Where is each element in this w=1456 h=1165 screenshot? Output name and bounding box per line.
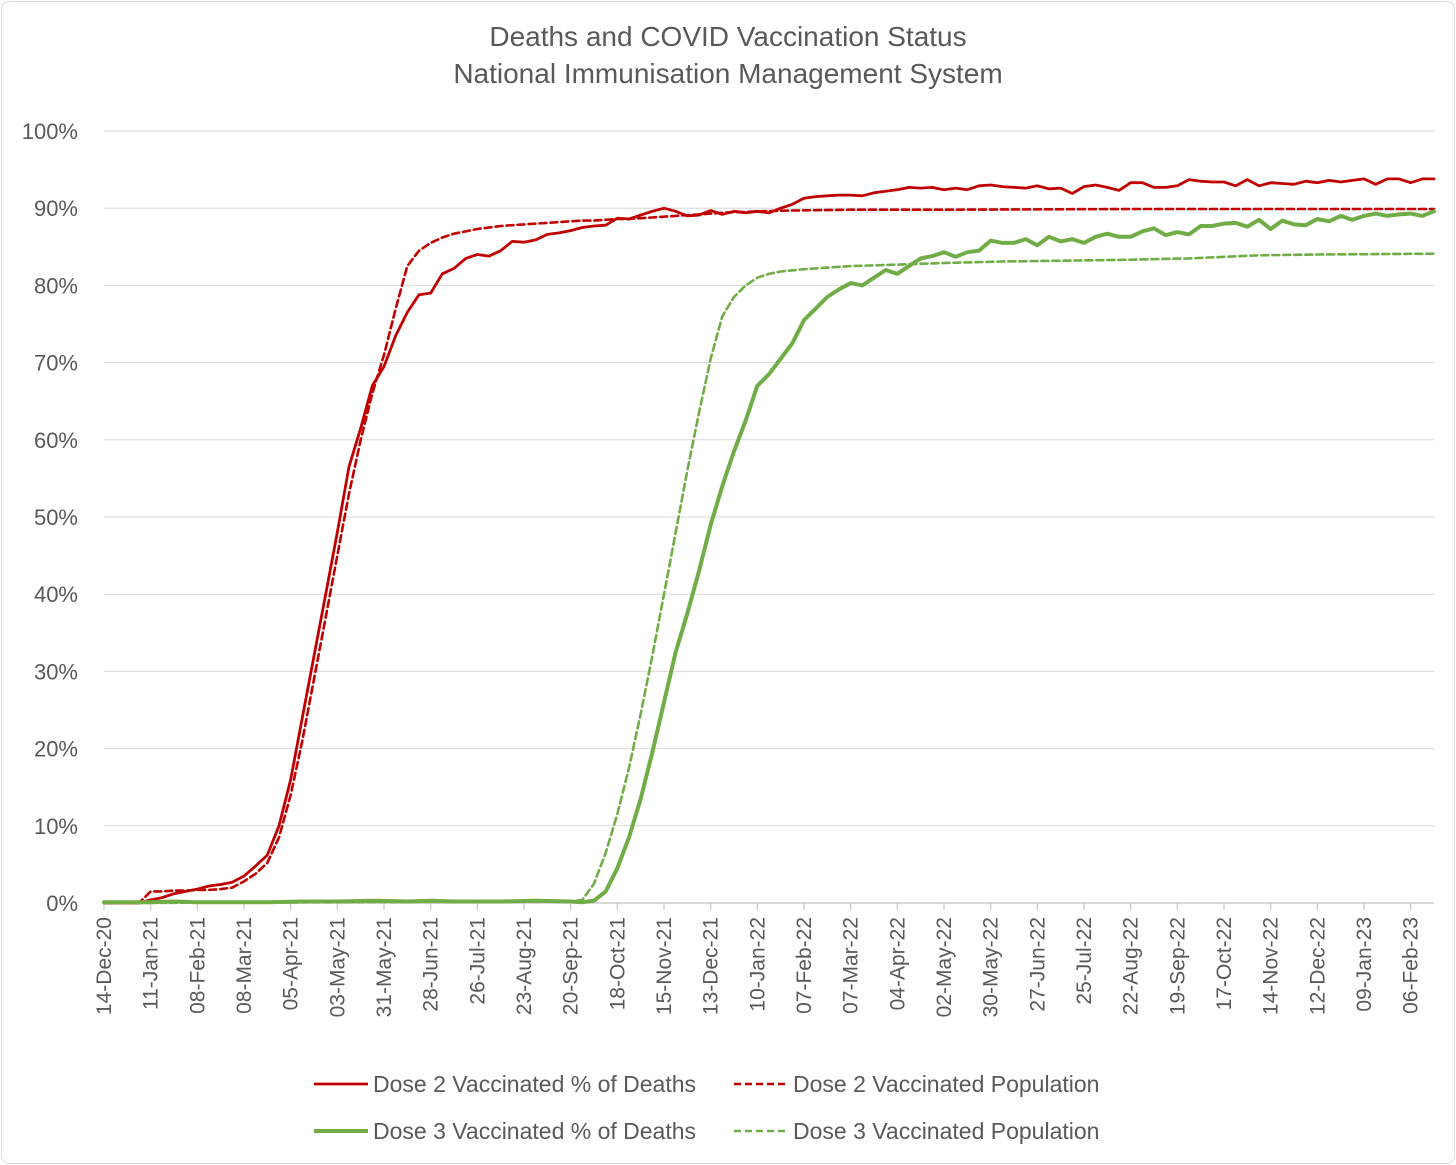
series-lines <box>102 177 1436 905</box>
series-line-3 <box>102 209 1436 905</box>
y-tick-label: 80% <box>34 273 78 298</box>
x-tick-label: 09-Jan-23 <box>1353 917 1376 1012</box>
x-tick-label: 18-Oct-21 <box>606 917 629 1010</box>
y-tick-label: 0% <box>46 891 78 916</box>
x-tick-label: 22-Aug-22 <box>1120 917 1143 1015</box>
legend: Dose 2 Vaccinated % of Deaths Dose 2 Vacc… <box>314 1071 1099 1144</box>
x-tick-label: 06-Feb-23 <box>1400 917 1423 1014</box>
x-tick-label: 17-Oct-22 <box>1213 917 1236 1010</box>
chart-title-block: Deaths and COVID Vaccination Status Nati… <box>0 18 1456 92</box>
chart-title: Deaths and COVID Vaccination Status <box>489 21 967 52</box>
x-tick-label: 30-May-22 <box>980 917 1003 1017</box>
x-tick-label: 23-Aug-21 <box>513 917 536 1015</box>
x-tick-label: 27-Jun-22 <box>1026 917 1049 1012</box>
x-tick-label: 26-Jul-21 <box>466 917 489 1005</box>
legend-label: Dose 2 Vaccinated Population <box>793 1071 1099 1097</box>
x-tick-label: 08-Mar-21 <box>233 917 256 1014</box>
x-tick-label: 31-May-21 <box>373 917 396 1017</box>
x-tick-label: 07-Mar-22 <box>840 917 863 1014</box>
x-tick-label: 05-Apr-21 <box>280 917 303 1010</box>
legend-label: Dose 2 Vaccinated % of Deaths <box>373 1071 696 1097</box>
x-tick-label: 02-May-22 <box>933 917 956 1017</box>
x-tick-label: 13-Dec-21 <box>700 917 723 1015</box>
y-tick-label: 70% <box>34 351 78 376</box>
y-tick-label: 50% <box>34 505 78 530</box>
chart-subtitle: National Immunisation Management System <box>453 58 1003 89</box>
y-axis-ticks: 0% 10% 20% 30% 40% 50% 60% 70% 80% 90% 100% <box>22 119 78 916</box>
x-tick-label: 10-Jan-22 <box>746 917 769 1012</box>
x-tick-label: 12-Dec-22 <box>1306 917 1329 1015</box>
y-tick-label: 60% <box>34 428 78 453</box>
x-axis-ticks: 14-Dec-20 11-Jan-21 08-Feb-21 08-Mar-21 05-A… <box>93 903 1423 1017</box>
y-tick-label: 100% <box>22 119 78 144</box>
x-tick-label: 28-Jun-21 <box>420 917 443 1012</box>
x-tick-label: 07-Feb-22 <box>793 917 816 1014</box>
x-tick-label: 25-Jul-22 <box>1073 917 1096 1005</box>
y-tick-label: 30% <box>34 659 78 684</box>
y-tick-label: 90% <box>34 196 78 221</box>
legend-label: Dose 3 Vaccinated % of Deaths <box>373 1118 696 1144</box>
series-line-2 <box>102 207 1436 905</box>
y-tick-label: 40% <box>34 582 78 607</box>
x-tick-label: 14-Nov-22 <box>1260 917 1283 1015</box>
x-tick-label: 14-Dec-20 <box>93 917 116 1015</box>
series-line-1 <box>102 177 1436 905</box>
gridlines <box>104 130 1434 904</box>
y-tick-label: 10% <box>34 814 78 839</box>
series-line-4 <box>102 252 1436 905</box>
x-tick-label: 08-Feb-21 <box>186 917 209 1014</box>
x-tick-label: 20-Sep-21 <box>560 917 583 1015</box>
legend-label: Dose 3 Vaccinated Population <box>793 1118 1099 1144</box>
x-tick-label: 19-Sep-22 <box>1166 917 1189 1015</box>
x-tick-label: 15-Nov-21 <box>653 917 676 1015</box>
y-tick-label: 20% <box>34 737 78 762</box>
x-tick-label: 03-May-21 <box>326 917 349 1017</box>
x-tick-label: 11-Jan-21 <box>140 917 163 1010</box>
x-tick-label: 04-Apr-22 <box>886 917 909 1010</box>
